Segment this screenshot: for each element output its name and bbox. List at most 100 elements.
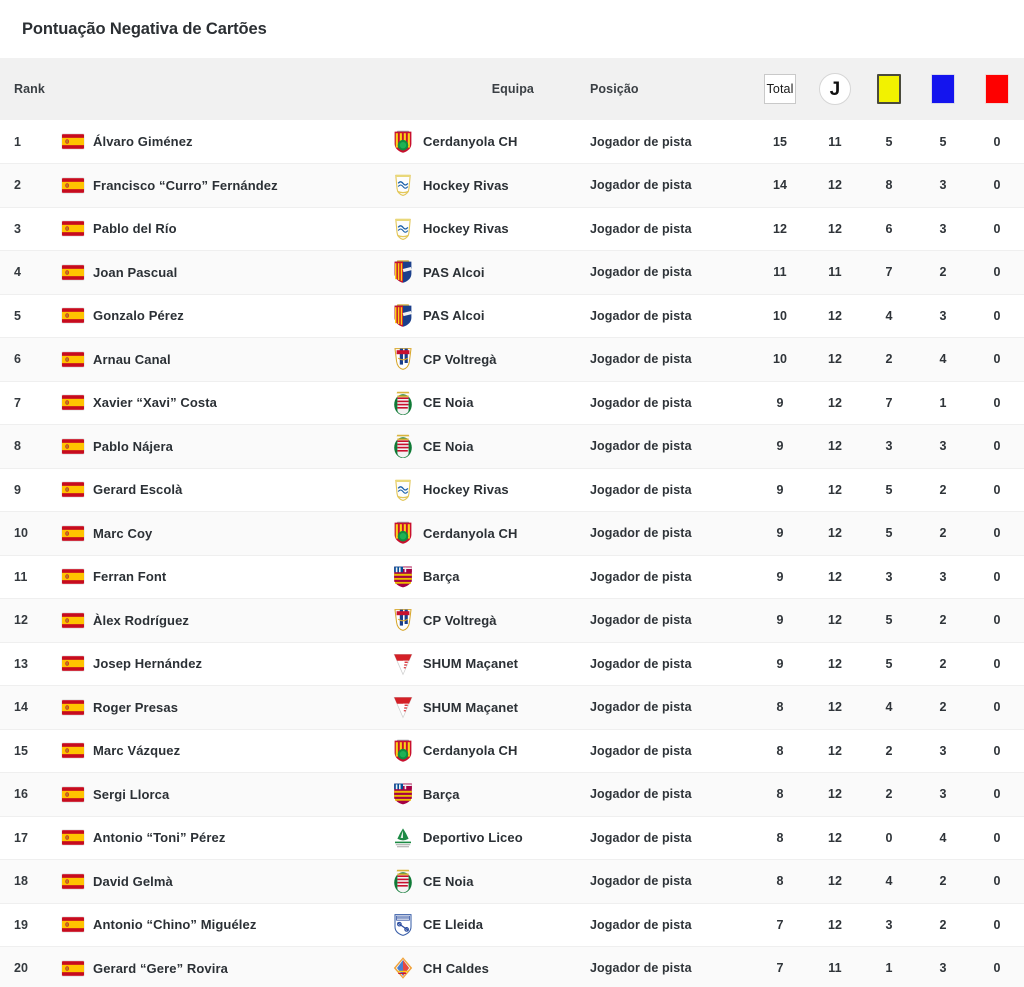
player-name[interactable]: Àlex Rodríguez — [93, 612, 190, 628]
team-name[interactable]: Hockey Rivas — [423, 221, 509, 237]
player-name[interactable]: Álvaro Giménez — [93, 134, 193, 149]
cell-player: Antonio “Chino” Miguélez — [62, 903, 392, 947]
flag-icon-spain — [62, 830, 84, 846]
player-name[interactable]: Antonio “Chino” Miguélez — [93, 917, 257, 933]
cell-rank: 10 — [14, 526, 29, 541]
column-header-position[interactable]: Posição — [590, 82, 639, 96]
cell-team: SHUM Maçanet — [392, 642, 582, 686]
cell-blue-cards: 2 — [939, 526, 947, 541]
cell-red-cards: 0 — [993, 830, 1001, 845]
team-name[interactable]: Hockey Rivas — [423, 482, 509, 498]
cell-red-cards: 0 — [993, 352, 1001, 367]
team-name[interactable]: Barça — [423, 786, 460, 802]
player-name[interactable]: David Gelmà — [93, 873, 173, 889]
column-header-yellow-cards[interactable] — [862, 58, 916, 120]
cell-position: Jogador de pista — [590, 874, 692, 889]
player-name[interactable]: Gonzalo Pérez — [93, 308, 184, 324]
table-row[interactable]: 6 Arnau Canal CP Voltregà Jogador de pista 1… — [0, 337, 1024, 381]
table-row[interactable]: 11 Ferran Font Barça Jogador de pista 9 12 3 3 0 — [0, 555, 1024, 599]
table-row[interactable]: 12 Àlex Rodríguez CP Voltregà Jogador de pi… — [0, 598, 1024, 642]
cell-blue-cards: 4 — [939, 830, 947, 845]
table-row[interactable]: 17 Antonio “Toni” Pérez Deportivo Liceo Jog… — [0, 816, 1024, 860]
table-row[interactable]: 8 Pablo Nájera CE Noia Jogador de pista 9 12 3… — [0, 424, 1024, 468]
player-name[interactable]: Gerard “Gere” Rovira — [93, 960, 228, 976]
player-name[interactable]: Antonio “Toni” Pérez — [93, 830, 226, 846]
flag-icon-spain — [62, 743, 84, 759]
cell-team: Cerdanyola CH — [392, 120, 582, 164]
table-row[interactable]: 1 Álvaro Giménez Cerdanyola CH Jogador de p… — [0, 120, 1024, 164]
team-name[interactable]: CE Noia — [423, 438, 474, 454]
table-row[interactable]: 9 Gerard Escolà Hockey Rivas Jogador de pis… — [0, 468, 1024, 512]
cell-yellow-cards: 2 — [885, 787, 893, 802]
team-name[interactable]: SHUM Maçanet — [423, 699, 519, 715]
team-name[interactable]: Cerdanyola CH — [423, 134, 518, 149]
cell-red-cards: 0 — [993, 178, 1001, 193]
player-name[interactable]: Josep Hernández — [93, 656, 203, 672]
table-row[interactable]: 3 Pablo del Río Hockey Rivas Jogador de pis… — [0, 207, 1024, 251]
column-header-blue-cards[interactable] — [916, 58, 970, 120]
player-name[interactable]: Francisco “Curro” Fernández — [93, 177, 278, 193]
cell-total: 7 — [776, 917, 784, 932]
table-row[interactable]: 18 David Gelmà CE Noia Jogador de pista 8 12 4… — [0, 859, 1024, 903]
team-cell: Hockey Rivas — [392, 217, 582, 241]
table-row[interactable]: 19 Antonio “Chino” Miguélez CE Lleida Jogad… — [0, 903, 1024, 947]
team-name[interactable]: PAS Alcoi — [423, 264, 485, 280]
team-name[interactable]: Cerdanyola CH — [423, 743, 518, 759]
table-row[interactable]: 10 Marc Coy Cerdanyola CH Jogador de pista 9… — [0, 511, 1024, 555]
team-crest-rivas-icon — [395, 175, 411, 197]
team-name[interactable]: CE Lleida — [423, 917, 484, 933]
team-name[interactable]: Deportivo Liceo — [423, 830, 523, 846]
player-cell: Marc Vázquez — [62, 743, 392, 758]
team-name[interactable]: SHUM Maçanet — [423, 656, 519, 672]
team-crest-shum-icon — [393, 653, 413, 676]
team-name[interactable]: Cerdanyola CH — [423, 525, 518, 541]
player-name[interactable]: Pablo del Río — [93, 221, 177, 237]
table-row[interactable]: 2 Francisco “Curro” Fernández Hockey Rivas… — [0, 163, 1024, 207]
table-row[interactable]: 13 Josep Hernández SHUM Maçanet Jogador de … — [0, 642, 1024, 686]
player-name[interactable]: Sergi Llorca — [93, 786, 170, 802]
table-row[interactable]: 20 Gerard “Gere” Rovira CH Caldes Jogador d… — [0, 946, 1024, 987]
cell-blue-cards: 4 — [939, 352, 947, 367]
column-header-games[interactable]: J — [808, 58, 862, 120]
player-name[interactable]: Ferran Font — [93, 569, 167, 585]
cell-position: Jogador de pista — [590, 178, 692, 193]
cell-red-cards: 0 — [993, 874, 1001, 889]
team-name[interactable]: Hockey Rivas — [423, 177, 509, 193]
table-row[interactable]: 7 Xavier “Xavi” Costa CE Noia Jogador de pi… — [0, 381, 1024, 425]
flag-icon-spain — [62, 134, 84, 149]
team-name[interactable]: CP Voltregà — [423, 612, 497, 628]
column-header-player[interactable] — [62, 58, 392, 120]
team-name[interactable]: CP Voltregà — [423, 351, 497, 367]
player-name[interactable]: Gerard Escolà — [93, 482, 183, 498]
team-crest-cerdanyola-icon — [394, 521, 412, 545]
team-name[interactable]: CH Caldes — [423, 960, 489, 976]
player-name[interactable]: Roger Presas — [93, 699, 179, 715]
table-row[interactable]: 5 Gonzalo Pérez PAS Alcoi Jogador de pista 1… — [0, 294, 1024, 338]
cell-total: 9 — [776, 439, 784, 454]
team-name[interactable]: PAS Alcoi — [423, 308, 485, 324]
flag-icon-spain — [62, 177, 84, 193]
player-cell: Antonio “Chino” Miguélez — [62, 917, 392, 932]
player-cell: Pablo del Río — [62, 221, 392, 236]
player-name[interactable]: Xavier “Xavi” Costa — [93, 395, 218, 411]
column-header-total[interactable]: Total — [752, 58, 808, 120]
column-header-team[interactable]: Equipa — [392, 58, 582, 120]
table-row[interactable]: 14 Roger Presas SHUM Maçanet Jogador de pis… — [0, 685, 1024, 729]
team-name[interactable]: CE Noia — [423, 873, 474, 889]
player-name[interactable]: Pablo Nájera — [93, 438, 173, 454]
player-name[interactable]: Arnau Canal — [93, 351, 171, 367]
cell-position: Jogador de pista — [590, 613, 692, 628]
table-row[interactable]: 16 Sergi Llorca Barça Jogador de pista 8 12 2 3… — [0, 772, 1024, 816]
team-name[interactable]: Barça — [423, 569, 460, 585]
team-name[interactable]: CE Noia — [423, 395, 474, 411]
table-row[interactable]: 15 Marc Vázquez Cerdanyola CH Jogador de pi… — [0, 729, 1024, 773]
player-name[interactable]: Joan Pascual — [93, 264, 178, 280]
table-row[interactable]: 4 Joan Pascual PAS Alcoi Jogador de pista 11… — [0, 250, 1024, 294]
cell-yellow-cards: 3 — [885, 439, 893, 454]
flag-icon-spain — [62, 612, 84, 628]
cell-total: 9 — [776, 656, 784, 671]
player-name[interactable]: Marc Coy — [93, 525, 153, 541]
player-name[interactable]: Marc Vázquez — [93, 743, 181, 759]
column-header-red-cards[interactable] — [970, 58, 1024, 120]
column-header-rank[interactable]: Rank — [14, 82, 45, 96]
